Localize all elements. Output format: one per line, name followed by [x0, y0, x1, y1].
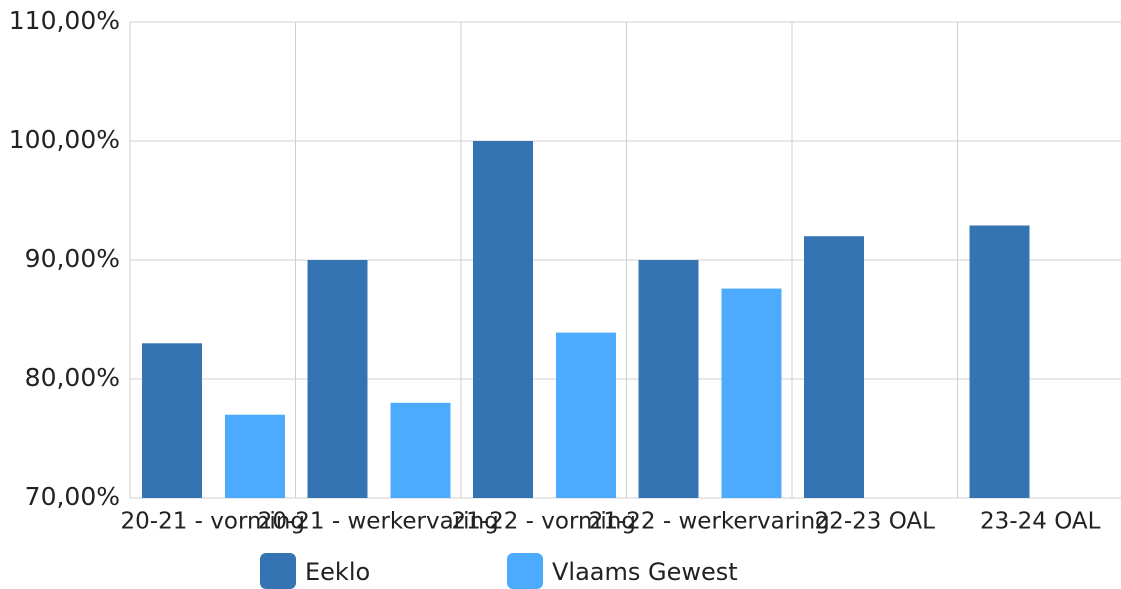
bar [142, 343, 202, 498]
x-tick-label: 23-24 OAL [980, 509, 1101, 535]
bar [804, 236, 864, 498]
bar [638, 260, 699, 498]
bar [307, 260, 368, 498]
x-tick-label: 20-21 - werkervaring [258, 509, 499, 535]
legend-label: Vlaams Gewest [552, 558, 738, 586]
bar [473, 141, 533, 498]
legend-label: Eeklo [305, 558, 370, 586]
legend-swatch [507, 553, 543, 589]
y-tick-label: 110,00% [9, 6, 120, 35]
bar [721, 288, 782, 498]
x-tick-label: 21-22 - vorming [452, 509, 636, 535]
bar [969, 225, 1030, 499]
x-tick-label: 22-23 OAL [815, 509, 936, 535]
bar [556, 332, 616, 498]
y-tick-label: 70,00% [25, 482, 120, 511]
y-tick-label: 80,00% [25, 363, 120, 392]
y-tick-label: 100,00% [9, 125, 120, 154]
x-tick-label: 21-22 - werkervaring [589, 509, 830, 535]
bar [225, 414, 285, 498]
y-tick-label: 90,00% [25, 244, 120, 273]
bar [390, 402, 451, 498]
x-tick-label: 20-21 - vorming [121, 509, 305, 535]
legend-swatch [260, 553, 296, 589]
